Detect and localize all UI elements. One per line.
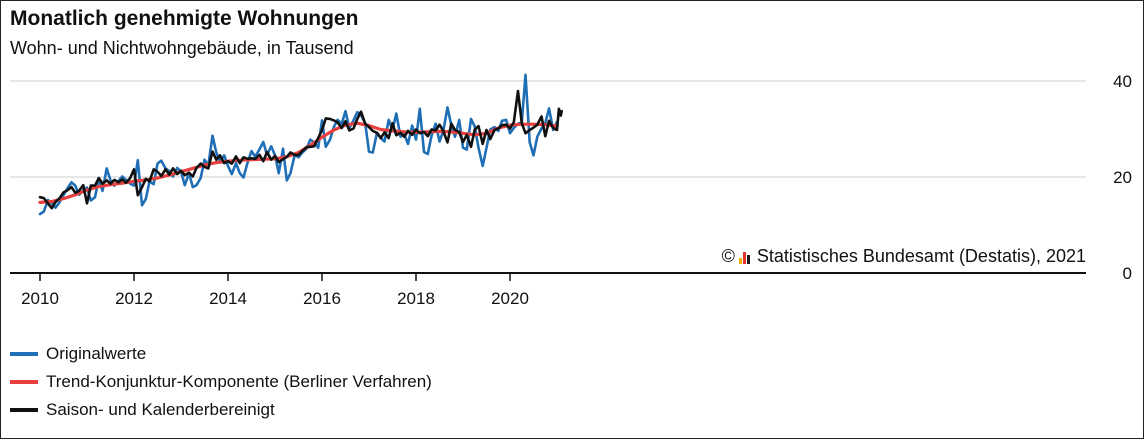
legend-label: Saison- und Kalenderbereinigt [46,400,275,419]
legend-label: Trend-Konjunktur-Komponente (Berliner Ve… [46,372,432,391]
legend-label: Originalwerte [46,344,147,363]
x-tick-label: 2012 [115,289,153,308]
series-group [38,73,564,216]
destatis-logo-icon [738,250,751,264]
legend-item-trend: Trend-Konjunktur-Komponente (Berliner Ve… [10,368,432,396]
legend-item-originalwerte: Originalwerte [10,340,432,368]
x-tick-label: 2014 [209,289,247,308]
x-axis-ticks: 2010 2012 2014 2016 2018 2020 [21,273,529,308]
copyright-symbol: © [721,246,735,266]
legend-swatch-black [10,408,38,412]
x-tick-label: 2018 [397,289,435,308]
chart-title: Monatlich genehmigte Wohnungen [10,7,359,30]
series-line-originalwerte [38,73,559,216]
y-tick-label: 40 [1113,72,1132,91]
x-tick-label: 2010 [21,289,59,308]
legend: Originalwerte Trend-Konjunktur-Komponent… [10,340,432,424]
y-tick-label: 20 [1113,168,1132,187]
x-tick-label: 2016 [303,289,341,308]
legend-swatch-red [10,380,38,384]
x-tick-label: 2020 [491,289,529,308]
legend-item-saisonbereinigt: Saison- und Kalenderbereinigt [10,396,432,424]
legend-swatch-blue [10,352,38,356]
series-line-saisonbereinigt [38,89,564,210]
chart-subtitle: Wohn- und Nichtwohngebäude, in Tausend [10,38,354,58]
credit-line: © Statistisches Bundesamt (Destatis), 20… [722,246,1086,267]
y-axis-ticks: 0 20 40 [1113,72,1132,283]
credit-text: Statistisches Bundesamt (Destatis), 2021 [756,246,1086,266]
y-tick-label: 0 [1123,264,1132,283]
